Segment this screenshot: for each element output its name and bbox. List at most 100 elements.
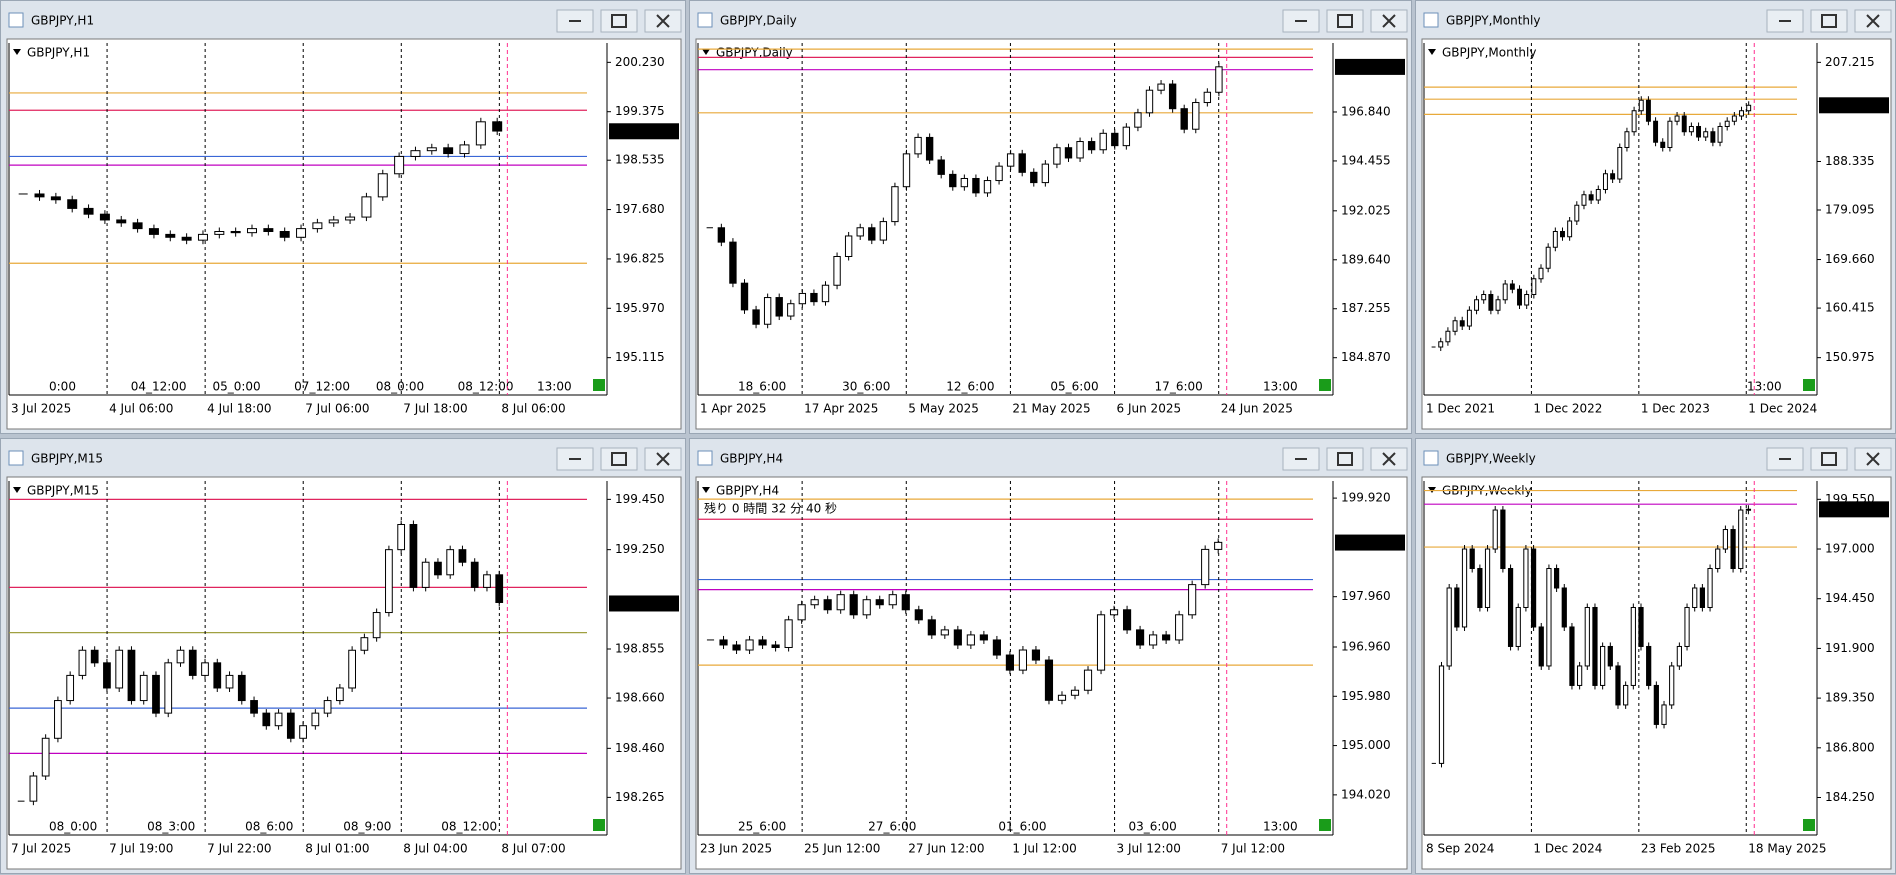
candle <box>148 228 159 235</box>
y-tick-label: 191.900 <box>1825 641 1875 655</box>
candle <box>34 193 45 198</box>
y-tick-label: 197.680 <box>615 202 665 216</box>
candle <box>953 629 962 646</box>
candle <box>409 524 418 588</box>
x-top-label: 08_12:00 <box>458 380 514 394</box>
button-glyph <box>1337 452 1353 466</box>
x-tick-label: 1 Apr 2025 <box>700 402 767 416</box>
maximize-button[interactable] <box>600 447 638 471</box>
candle <box>410 150 421 157</box>
candle <box>312 222 323 230</box>
candle <box>1070 689 1080 696</box>
x-tick-label: 23 Jun 2025 <box>700 842 772 856</box>
candle <box>1667 120 1673 148</box>
candle <box>1466 309 1472 327</box>
chart: GBPJPY,Monthly GBPJPY,Monthly 207.215 188.3… <box>1421 9 1892 430</box>
candle <box>914 136 922 155</box>
candle <box>1477 568 1483 608</box>
candle <box>862 599 871 616</box>
candle <box>1145 89 1154 114</box>
candle <box>1560 231 1565 238</box>
candle <box>1617 146 1623 180</box>
candle <box>925 136 934 161</box>
candle <box>1180 108 1188 130</box>
x-tick-label: 4 Jul 06:00 <box>109 402 173 416</box>
candle <box>797 604 806 621</box>
x-top-label: 01_6:00 <box>998 820 1046 834</box>
maximize-button[interactable] <box>1810 9 1848 33</box>
candle <box>115 649 124 689</box>
candle <box>1149 634 1158 646</box>
button-glyph <box>1821 452 1837 466</box>
candle <box>1574 204 1580 222</box>
candle <box>1454 587 1460 628</box>
last-price-box <box>609 123 679 140</box>
candle <box>1484 548 1491 608</box>
candle <box>949 173 957 188</box>
x-tick-label: 1 Dec 2022 <box>1533 402 1602 416</box>
candle <box>875 599 884 606</box>
y-tick-label: 194.020 <box>1341 787 1391 801</box>
candle <box>983 180 992 194</box>
candle <box>849 594 858 616</box>
button-glyph <box>611 14 627 28</box>
maximize-button[interactable] <box>1326 447 1364 471</box>
candle <box>1746 104 1752 112</box>
candle <box>345 216 356 221</box>
candle <box>1005 654 1014 671</box>
candle <box>1064 147 1073 159</box>
candle <box>1699 587 1705 608</box>
y-tick-label: 192.025 <box>1341 203 1391 217</box>
candle <box>1044 659 1054 701</box>
y-tick-label: 199.920 <box>1341 491 1391 505</box>
candle <box>1545 246 1551 269</box>
candle <box>1715 548 1721 570</box>
candle <box>717 227 726 243</box>
candle <box>385 549 393 614</box>
icon <box>697 12 713 28</box>
candle <box>1201 548 1210 586</box>
last-price: 199.036 <box>1339 59 1389 73</box>
candle <box>1492 509 1498 550</box>
y-tick-label: 198.265 <box>615 790 665 804</box>
icon <box>8 450 24 466</box>
candle <box>1592 606 1598 686</box>
x-tick-label: 3 Jul 12:00 <box>1117 842 1181 856</box>
maximize-button[interactable] <box>1810 447 1848 471</box>
x-tick-label: 1 Jul 12:00 <box>1012 842 1076 856</box>
candle <box>41 737 50 777</box>
candle <box>914 609 923 621</box>
candle <box>50 196 61 201</box>
candle <box>116 219 127 224</box>
candle <box>1459 320 1465 327</box>
candle <box>995 165 1003 182</box>
candle <box>1669 665 1675 706</box>
candle <box>940 629 949 636</box>
y-tick-label: 194.455 <box>1341 153 1391 167</box>
chart-area <box>6 38 682 430</box>
chart: GBPJPY,M15 GBPJPY,M15 199.450 199.250 198.85… <box>6 447 682 870</box>
candle <box>927 619 936 636</box>
candle <box>1030 171 1038 184</box>
candle <box>250 700 258 714</box>
candle <box>1531 278 1537 296</box>
y-tick-label: 199.375 <box>615 104 665 118</box>
candle <box>1524 294 1530 306</box>
last-price: 199.036 <box>1823 98 1873 112</box>
y-tick-label: 199.250 <box>615 542 665 556</box>
button-glyph <box>1821 14 1837 28</box>
candle <box>78 649 87 676</box>
maximize-button[interactable] <box>600 9 638 33</box>
candle <box>132 222 143 230</box>
y-tick-label: 189.350 <box>1825 691 1875 705</box>
candle <box>1500 509 1506 570</box>
maximize-button[interactable] <box>1326 9 1364 33</box>
x-top-label: 27_6:00 <box>868 820 916 834</box>
candle <box>83 207 94 215</box>
button-glyph <box>611 452 627 466</box>
candle <box>1438 665 1445 764</box>
candle <box>1615 665 1621 706</box>
x-tick-label: 6 Jun 2025 <box>1117 402 1182 416</box>
x-top-label: 05_0:00 <box>212 380 260 394</box>
